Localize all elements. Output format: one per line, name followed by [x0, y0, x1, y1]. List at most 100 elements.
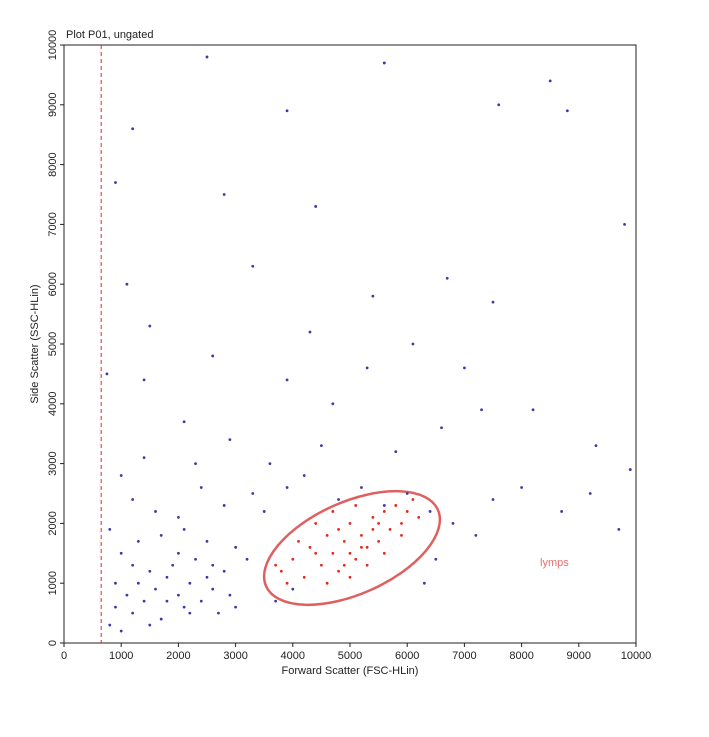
point — [382, 510, 386, 513]
point — [463, 366, 466, 370]
point — [159, 533, 163, 537]
point — [320, 563, 323, 567]
point — [371, 294, 375, 298]
point — [342, 563, 346, 567]
point — [211, 354, 215, 358]
point — [142, 456, 146, 460]
y-tick-label: 3000 — [47, 451, 59, 475]
point — [285, 378, 289, 382]
point — [365, 366, 369, 370]
point — [388, 527, 392, 531]
x-tick-label: 9000 — [567, 650, 591, 662]
point — [222, 569, 226, 573]
point — [182, 420, 186, 424]
point — [491, 300, 495, 304]
point — [520, 486, 523, 489]
point — [119, 474, 123, 477]
point — [588, 492, 592, 495]
y-tick-label: 6000 — [47, 272, 59, 296]
point — [182, 605, 186, 609]
x-tick-label: 3000 — [223, 650, 247, 662]
point — [325, 581, 329, 585]
x-tick-label: 4000 — [281, 650, 305, 662]
point — [325, 533, 329, 537]
point — [331, 551, 335, 555]
point — [274, 563, 278, 567]
point — [108, 623, 112, 627]
point — [194, 557, 197, 561]
point — [159, 617, 163, 621]
point — [342, 539, 346, 543]
point — [205, 539, 209, 543]
point — [154, 587, 157, 591]
point — [594, 444, 598, 448]
point — [302, 474, 306, 477]
point — [234, 605, 238, 609]
point — [222, 504, 226, 507]
chart-title: Plot P01, ungated — [66, 29, 153, 41]
point — [302, 575, 306, 579]
point — [171, 563, 175, 567]
point — [548, 79, 552, 83]
point — [119, 551, 123, 555]
point — [314, 522, 318, 525]
point — [354, 557, 358, 561]
point — [337, 569, 340, 573]
point — [142, 599, 146, 603]
y-tick-label: 5000 — [47, 332, 59, 356]
point — [371, 516, 375, 519]
point — [114, 581, 117, 585]
x-tick-label: 8000 — [509, 650, 533, 662]
point — [251, 492, 255, 495]
point — [222, 193, 226, 196]
point — [348, 575, 352, 579]
point — [131, 611, 135, 615]
y-tick-label: 7000 — [47, 212, 59, 236]
point — [194, 462, 197, 465]
point — [125, 593, 129, 597]
point — [320, 444, 323, 448]
point — [531, 408, 535, 412]
point — [119, 629, 123, 633]
point — [211, 587, 215, 591]
point — [405, 492, 409, 495]
point — [251, 264, 255, 268]
point — [234, 545, 238, 549]
point — [451, 522, 455, 525]
point — [377, 522, 380, 525]
x-tick-label: 10000 — [621, 650, 652, 662]
point — [182, 527, 186, 531]
point — [131, 498, 135, 501]
point — [348, 551, 352, 555]
gate-ellipse — [262, 489, 442, 607]
point — [262, 510, 266, 513]
point — [285, 109, 289, 113]
point — [291, 587, 295, 591]
point — [474, 533, 478, 537]
point — [131, 563, 135, 567]
point — [131, 127, 135, 131]
x-tick-label: 5000 — [338, 650, 362, 662]
point — [411, 342, 415, 346]
point — [245, 557, 249, 561]
point — [199, 599, 203, 603]
point — [114, 605, 117, 609]
point — [285, 581, 289, 585]
point — [360, 486, 363, 489]
point — [148, 324, 152, 328]
point — [297, 539, 300, 543]
point — [354, 504, 358, 507]
point — [308, 330, 312, 334]
point — [365, 545, 369, 549]
point — [199, 486, 203, 489]
y-axis-label: Side Scatter (SSC-HLin) — [29, 284, 41, 403]
point — [382, 551, 386, 555]
x-axis-label: Forward Scatter (FSC-HLin) — [282, 665, 419, 677]
point — [205, 55, 209, 59]
point — [154, 510, 157, 513]
point — [400, 533, 403, 537]
point — [125, 282, 129, 286]
x-tick-label: 0 — [61, 650, 67, 662]
point — [285, 486, 289, 489]
